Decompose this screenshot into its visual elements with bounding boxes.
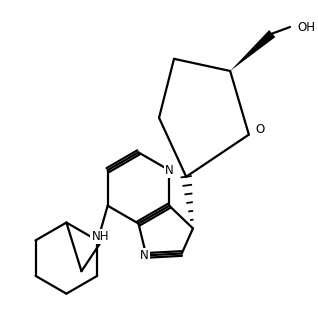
Text: NH: NH — [91, 230, 109, 243]
Text: N: N — [165, 164, 174, 177]
Text: O: O — [255, 124, 265, 137]
Text: N: N — [140, 249, 149, 262]
Text: OH: OH — [298, 21, 315, 33]
Polygon shape — [230, 30, 275, 71]
